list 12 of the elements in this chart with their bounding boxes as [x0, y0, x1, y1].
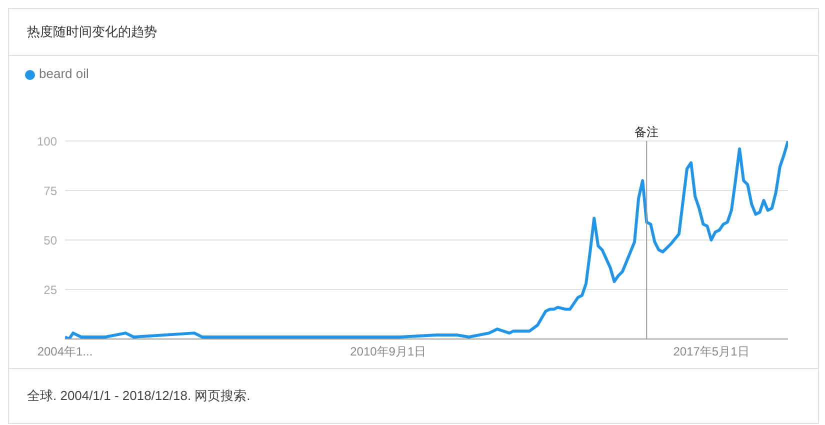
legend-label: beard oil [39, 66, 89, 81]
y-tick-label: 50 [44, 233, 58, 248]
chart-title: 热度随时间变化的趋势 [9, 9, 818, 56]
text: 全球. 2004/1/1 - 2018/12/18. 网页搜索. [27, 387, 250, 405]
annotation: 备注 [634, 125, 659, 139]
x-tick-label: 2010年9月1日 [350, 344, 426, 359]
y-tick-label: 75 [44, 184, 58, 198]
y-tick-label: 100 [36, 134, 58, 148]
x-tick-label: 2004年1... [37, 344, 93, 359]
y-tick-label: 25 [44, 282, 58, 297]
line-series [65, 141, 788, 339]
x-tick-label: 2017年5月1日 [673, 344, 750, 359]
